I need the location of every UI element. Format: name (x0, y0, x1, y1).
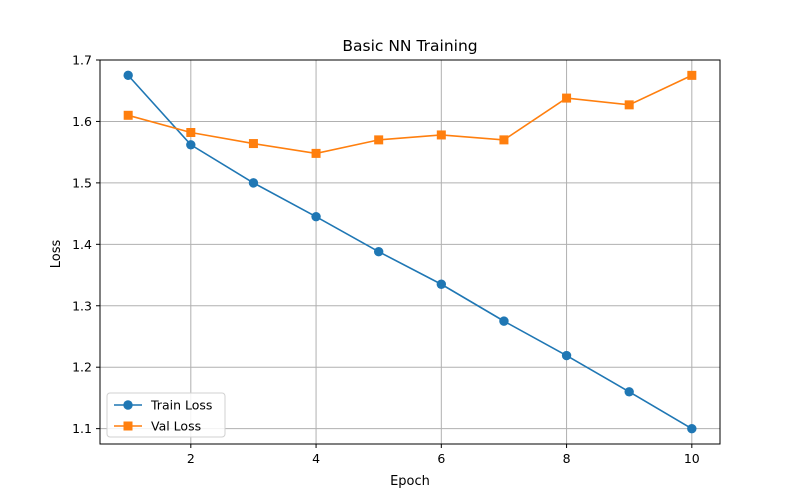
data-point-square (499, 135, 509, 145)
axis-ticks: 2 4 6 8 10 1.1 1.2 1.3 1.4 1.5 1.6 1.7 (72, 53, 700, 467)
data-point-circle (436, 279, 447, 289)
x-tick-label: 2 (187, 451, 195, 466)
data-point-circle (123, 70, 133, 81)
chart-title: Basic NN Training (342, 37, 477, 55)
data-point-circle (311, 211, 321, 222)
data-point-square (624, 100, 634, 110)
y-tick-label: 1.1 (72, 421, 92, 436)
data-point-circle (499, 316, 509, 326)
x-tick-label: 6 (437, 451, 445, 466)
legend-marker-circle (123, 400, 133, 410)
legend-label: Val Loss (151, 419, 201, 434)
data-point-square (248, 139, 258, 149)
data-point-square (374, 135, 384, 145)
x-axis-title: Epoch (390, 474, 430, 489)
x-tick-label: 8 (563, 451, 571, 466)
legend-label: Train Loss (150, 398, 212, 413)
data-point-circle (373, 246, 384, 257)
data-point-circle (624, 387, 634, 397)
data-point-square (687, 70, 697, 80)
y-tick-label: 1.5 (72, 175, 92, 190)
data-point-circle (561, 350, 572, 361)
data-point-square (123, 110, 133, 120)
y-tick-label: 1.6 (72, 114, 92, 129)
data-point-square (186, 127, 196, 137)
x-tick-label: 4 (312, 451, 320, 466)
y-tick-label: 1.4 (72, 237, 92, 252)
data-point-square (436, 130, 446, 140)
data-point-square (311, 148, 321, 158)
data-point-square (562, 93, 572, 103)
data-point-circle (248, 178, 259, 188)
data-point-circle (186, 140, 196, 150)
x-tick-label: 10 (684, 451, 700, 466)
legend-marker-square (123, 421, 133, 431)
series-line-1 (127, 74, 693, 155)
y-tick-label: 1.7 (72, 53, 92, 68)
series-layer (123, 70, 697, 434)
grid-lines (100, 59, 720, 444)
y-axis-title: Loss (49, 240, 64, 269)
series-line-0 (127, 74, 693, 430)
legend: Train Loss Val Loss (106, 392, 226, 438)
y-tick-label: 1.3 (72, 298, 92, 313)
plot-frame (99, 59, 721, 445)
data-point-circle (687, 423, 697, 434)
y-tick-label: 1.2 (72, 360, 92, 375)
